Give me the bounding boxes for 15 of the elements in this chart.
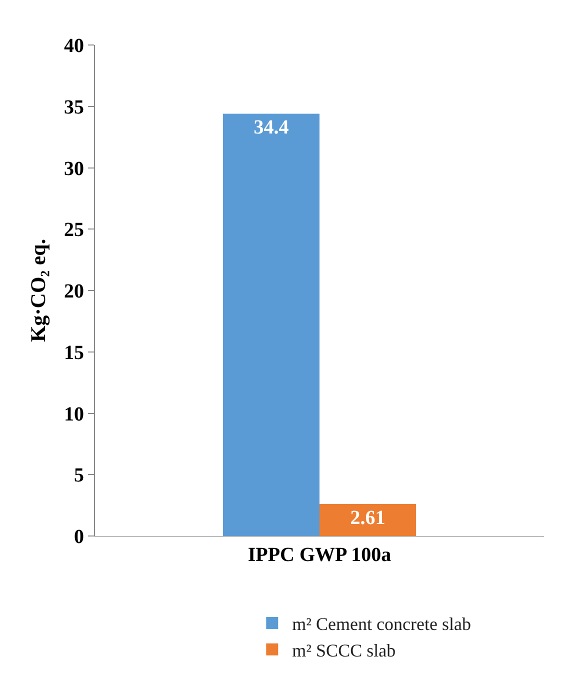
y-tick-label: 35 <box>64 96 84 118</box>
y-tick-label: 15 <box>64 342 84 364</box>
y-tick-label: 25 <box>64 219 84 242</box>
y-tick-label: 30 <box>64 158 84 180</box>
x-tick-label: IPPC GWP 100a <box>248 544 392 566</box>
y-tick-label: 10 <box>64 403 84 426</box>
data-label: 2.61 <box>350 506 386 529</box>
legend-label: m² Cement concrete slab <box>292 614 471 634</box>
y-tick-label: 0 <box>74 526 84 548</box>
y-axis-title: Kg·CO₂ eq. <box>26 238 50 342</box>
y-tick-label: 5 <box>74 464 84 487</box>
y-tick-label: 20 <box>64 280 84 302</box>
legend-label: m² SCCC slab <box>292 640 396 660</box>
data-label: 34.4 <box>254 116 289 139</box>
y-tick-label: 40 <box>64 35 84 57</box>
